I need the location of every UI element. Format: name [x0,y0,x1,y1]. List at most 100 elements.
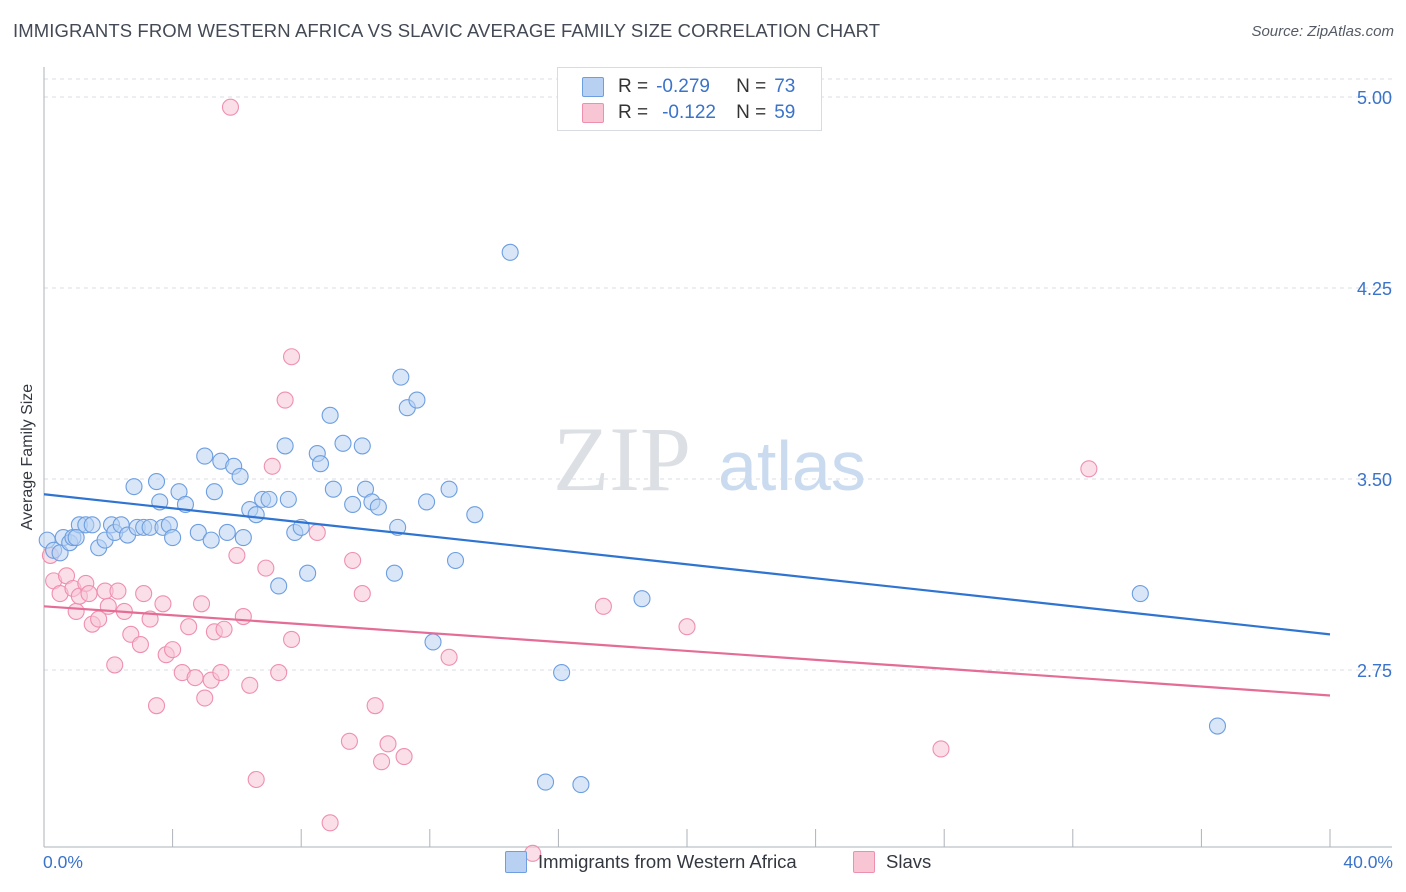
point-slavs [247,770,265,789]
point-slavs [283,348,301,366]
point-slavs [67,602,85,620]
point-slavs [131,635,149,654]
point-western-africa [234,529,252,547]
point-western-africa [83,516,101,534]
legend-r-label: R = [618,102,649,123]
point-western-africa [501,243,519,261]
source-label: Source: ZipAtlas.com [1251,23,1394,40]
point-western-africa [424,633,442,651]
point-western-africa [369,498,387,516]
point-slavs [147,697,166,715]
point-slavs [678,618,696,636]
point-slavs [180,618,198,636]
point-western-africa [572,776,590,794]
point-western-africa [67,529,85,547]
point-slavs [241,676,259,694]
point-western-africa [536,773,555,791]
point-slavs [109,582,127,600]
point-western-africa [299,564,317,582]
point-slavs [1080,460,1098,478]
point-slavs [106,656,124,674]
point-western-africa [311,455,330,473]
grid-lines [44,78,1392,671]
point-slavs [228,546,246,564]
legend-row-slavs: R = -0.122 N = 59 [582,102,795,124]
point-western-africa [276,437,294,455]
point-western-africa [202,531,220,549]
watermark-zip: ZIP [553,408,691,510]
point-slavs [263,457,281,475]
legend-r-value: -0.122 [662,102,716,123]
watermark-atlas: atlas [718,427,866,505]
x-axis-max-label: 40.0% [1343,852,1393,872]
point-western-africa [324,480,342,498]
series-slavs-points [41,98,1098,862]
point-western-africa [418,493,436,511]
point-slavs [353,585,371,603]
point-western-africa [125,478,143,496]
y-tick-label: 3.50 [1357,470,1392,490]
point-western-africa [633,590,651,608]
point-slavs [135,585,153,603]
bottom-legend-swatch-blue [505,851,527,873]
point-western-africa [189,523,207,542]
point-western-africa [279,490,297,508]
point-slavs [379,735,397,753]
point-slavs [395,748,413,766]
point-western-africa [408,391,426,409]
point-western-africa [247,506,265,524]
point-western-africa [218,523,236,542]
y-axis-label: Average Family Size [19,383,36,531]
legend-n-label: N = [736,102,767,123]
point-slavs [366,697,384,715]
point-western-africa [553,663,571,682]
y-tick-label: 5.00 [1357,88,1392,108]
bottom-legend-slavs: Slavs [853,851,931,873]
point-western-africa [164,529,182,547]
point-slavs [276,391,294,409]
point-western-africa [446,551,465,570]
bottom-legend-label: Slavs [886,851,932,872]
legend-r-value: -0.279 [656,76,710,97]
point-slavs [154,595,172,613]
legend-r-label: R = [618,76,649,97]
point-slavs [221,98,240,116]
legend-n-value: 73 [774,76,796,97]
point-slavs [192,595,211,613]
point-western-africa [321,406,339,424]
legend-n-value: 59 [774,102,796,123]
legend-swatch-pink [582,103,604,123]
legend-n-label: N = [736,76,767,97]
point-slavs [80,585,98,603]
point-western-africa [385,564,403,582]
point-slavs [440,648,458,666]
point-western-africa [1131,585,1149,603]
point-western-africa [392,368,410,386]
point-slavs [212,663,230,682]
point-western-africa [1208,717,1227,735]
bottom-legend-label: Immigrants from Western Africa [538,851,797,872]
legend-row-western-africa: R = -0.279 N = 73 [582,76,795,98]
point-slavs [321,814,339,832]
bottom-legend-swatch-pink [853,851,875,873]
point-slavs [932,740,950,758]
chart-title: IMMIGRANTS FROM WESTERN AFRICA VS SLAVIC… [13,20,881,41]
point-slavs [344,551,362,570]
point-slavs [234,607,252,626]
y-tick-label: 2.75 [1357,661,1392,681]
point-slavs [257,559,275,577]
point-western-africa [260,490,278,508]
point-slavs [186,669,204,687]
point-western-africa [353,437,371,455]
point-slavs [215,620,233,638]
trend-line-slavs [43,605,1331,697]
point-slavs [164,641,182,659]
point-western-africa [440,480,458,498]
point-western-africa [466,506,484,524]
point-western-africa [334,434,352,452]
point-western-africa [231,467,249,486]
x-axis-min-label: 0.0% [43,852,83,872]
point-western-africa [196,447,214,465]
trend-lines [43,493,1331,697]
